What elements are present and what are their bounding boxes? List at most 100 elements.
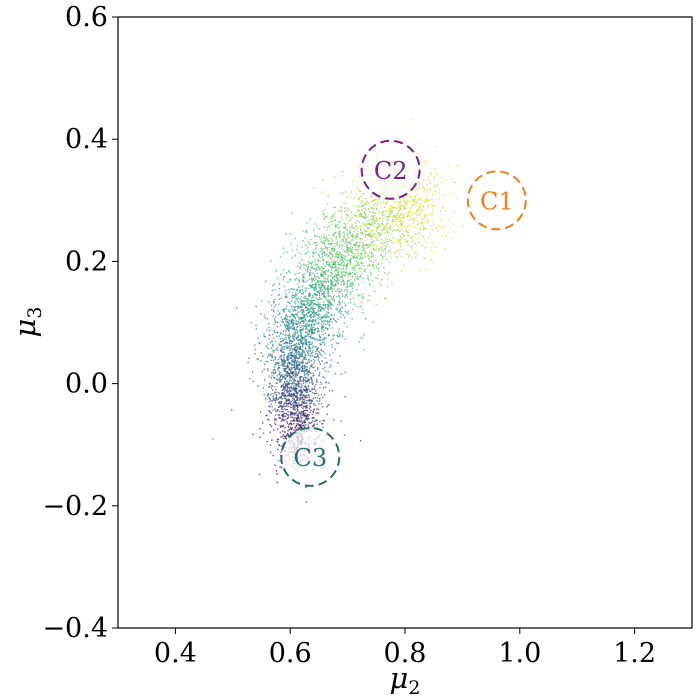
scatter-point: [271, 400, 273, 402]
scatter-point: [356, 243, 358, 245]
scatter-point: [274, 358, 277, 360]
scatter-point: [295, 411, 297, 413]
scatter-point: [317, 354, 319, 357]
scatter-point: [351, 248, 354, 251]
scatter-point: [287, 372, 290, 374]
scatter-point: [426, 164, 428, 166]
scatter-point: [364, 231, 366, 233]
scatter-point: [367, 265, 369, 267]
scatter-point: [281, 436, 284, 438]
scatter-point: [289, 401, 291, 403]
scatter-point: [254, 352, 256, 355]
scatter-point: [269, 399, 272, 401]
scatter-point: [291, 407, 293, 409]
scatter-point: [286, 373, 288, 376]
scatter-point: [339, 291, 341, 293]
scatter-point: [268, 326, 270, 329]
scatter-point: [318, 374, 321, 376]
scatter-point: [309, 262, 312, 264]
scatter-point: [354, 212, 357, 214]
scatter-point: [294, 404, 296, 406]
scatter-point: [345, 288, 347, 291]
scatter-point: [410, 218, 412, 220]
scatter-point: [302, 349, 304, 352]
scatter-point: [254, 348, 257, 351]
scatter-point: [299, 342, 302, 344]
scatter-point: [296, 424, 298, 426]
scatter-point: [212, 438, 214, 440]
scatter-point: [356, 289, 358, 291]
scatter-point: [333, 314, 335, 316]
scatter-point: [414, 220, 416, 222]
scatter-point: [356, 220, 358, 222]
scatter-point: [358, 245, 360, 247]
scatter-point: [286, 421, 288, 423]
scatter-point: [296, 383, 299, 386]
scatter-point: [338, 334, 341, 336]
scatter-point: [311, 294, 314, 297]
scatter-point: [425, 214, 427, 216]
scatter-point: [268, 354, 270, 356]
scatter-point: [294, 375, 296, 377]
scatter-point: [314, 420, 316, 422]
scatter-point: [403, 200, 405, 202]
scatter-point: [431, 194, 434, 196]
scatter-point: [387, 232, 389, 234]
scatter-point: [363, 222, 365, 224]
scatter-point: [369, 224, 372, 226]
scatter-point: [290, 416, 292, 418]
scatter-point: [288, 326, 290, 328]
scatter-point: [344, 395, 346, 398]
scatter-point: [272, 359, 275, 361]
scatter-point: [287, 301, 289, 303]
scatter-point: [340, 253, 342, 256]
scatter-point: [426, 161, 428, 163]
scatter-point: [399, 245, 402, 248]
scatter-point: [364, 234, 367, 236]
scatter-point: [309, 341, 311, 344]
scatter-point: [299, 346, 301, 348]
scatter-point: [293, 301, 296, 303]
scatter-point: [298, 271, 301, 274]
scatter-point: [312, 316, 314, 318]
cluster-label: C3: [293, 444, 327, 472]
scatter-point: [311, 366, 314, 369]
scatter-point: [388, 251, 390, 253]
x-tick-label: 1.2: [613, 638, 656, 669]
scatter-point: [274, 377, 276, 379]
scatter-point: [317, 309, 319, 311]
scatter-point: [285, 295, 288, 297]
scatter-point: [345, 264, 348, 266]
scatter-point: [286, 365, 288, 368]
scatter-point: [297, 283, 299, 285]
scatter-point: [301, 288, 303, 291]
scatter-point: [400, 233, 403, 235]
scatter-point: [361, 256, 363, 259]
scatter-point: [307, 424, 309, 426]
scatter-point: [372, 243, 374, 246]
scatter-point: [294, 373, 296, 375]
scatter-point: [286, 366, 288, 369]
scatter-point: [325, 238, 327, 240]
scatter-point: [274, 319, 276, 322]
scatter-point: [280, 425, 283, 427]
scatter-point: [390, 252, 392, 254]
scatter-point: [404, 225, 406, 228]
scatter-point: [295, 344, 297, 347]
scatter-point: [330, 266, 332, 268]
scatter-point: [303, 406, 305, 408]
scatter-point: [285, 399, 287, 401]
scatter-point: [424, 217, 426, 220]
scatter-point: [315, 285, 317, 287]
scatter-point: [275, 396, 277, 398]
scatter-point: [313, 408, 316, 410]
scatter-point: [312, 315, 314, 317]
scatter-point: [368, 235, 371, 238]
scatter-point: [354, 226, 356, 228]
scatter-point: [279, 332, 282, 334]
scatter-point: [299, 353, 301, 355]
scatter-point: [289, 349, 291, 352]
scatter-point: [278, 373, 280, 375]
scatter-point: [279, 337, 282, 340]
scatter-point: [323, 339, 325, 341]
